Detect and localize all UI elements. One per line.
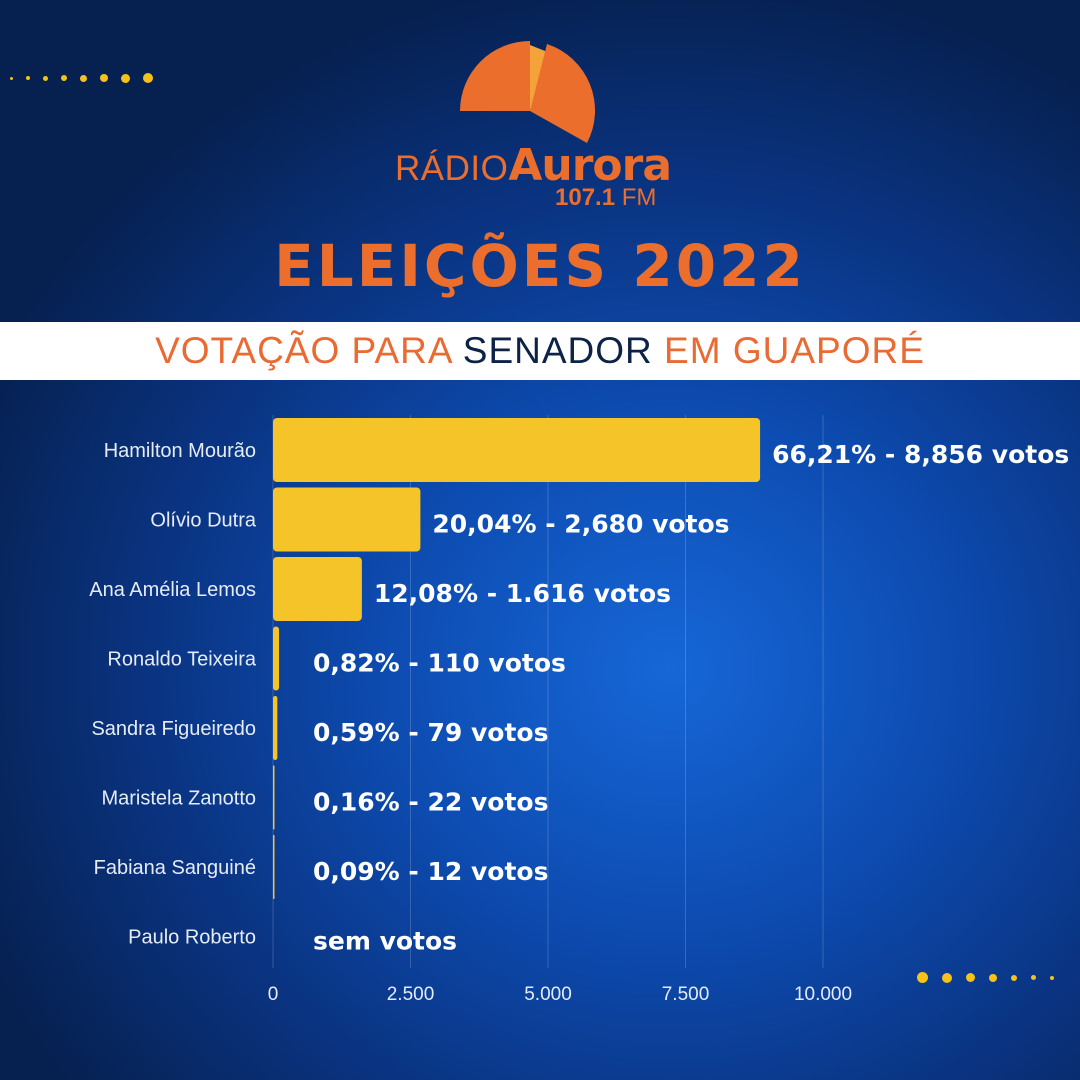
subtitle-part-3: EM GUAPORÉ <box>652 330 925 371</box>
bar <box>273 418 761 482</box>
frequency-number: 107.1 <box>555 184 616 211</box>
data-label: 66,21% - 8,856 votos <box>772 440 1069 469</box>
x-tick-label: 2.500 <box>387 984 435 1005</box>
decorative-dot <box>61 75 67 81</box>
category-label: Paulo Roberto <box>128 927 256 949</box>
decorative-dot <box>1011 974 1017 981</box>
x-tick-label: 10.000 <box>794 984 852 1005</box>
brand-logo: RÁDIOAurora 107.1 FM <box>395 36 675 216</box>
category-label: Maristela Zanotto <box>101 788 256 810</box>
bar <box>273 696 278 760</box>
decorative-dots-top <box>10 73 153 83</box>
subtitle-part-1: VOTAÇÃO PARA <box>155 330 463 371</box>
brand-name: RÁDIOAurora <box>395 140 672 191</box>
decorative-dot <box>1031 975 1036 980</box>
decorative-dot <box>966 973 975 982</box>
bar <box>273 626 280 691</box>
category-label: Fabiana Sanguiné <box>94 857 256 879</box>
category-label: Ana Amélia Lemos <box>89 579 256 601</box>
decorative-dot <box>989 973 997 982</box>
decorative-dot <box>917 972 928 983</box>
category-label: Ronaldo Teixeira <box>107 649 256 671</box>
bar <box>273 765 275 830</box>
x-tick-label: 0 <box>268 984 279 1005</box>
aurora-sun-icon <box>460 41 596 143</box>
bar <box>273 835 275 899</box>
decorative-dots-bottom <box>917 972 1054 983</box>
data-label: 20,04% - 2,680 votos <box>432 510 729 539</box>
data-label: sem votos <box>313 927 457 956</box>
brand-frequency: 107.1 FM <box>555 184 656 212</box>
page-title: ELEIÇÕES 2022 <box>274 232 806 300</box>
data-label: 0,59% - 79 votos <box>313 718 549 747</box>
x-tick-label: 5.000 <box>524 984 572 1005</box>
decorative-dot <box>43 75 48 81</box>
decorative-dot <box>100 74 108 82</box>
subtitle-banner: VOTAÇÃO PARA SENADOR EM GUAPORÉ <box>0 322 1080 380</box>
frequency-band: FM <box>621 184 657 211</box>
decorative-dot <box>121 73 130 83</box>
decorative-dot <box>80 74 87 82</box>
data-label: 12,08% - 1.616 votos <box>374 579 671 608</box>
subtitle-part-2: SENADOR <box>462 330 653 371</box>
category-label: Sandra Figueiredo <box>91 718 256 740</box>
decorative-dot <box>942 972 952 983</box>
bar <box>273 487 421 552</box>
brand-radio-text: RÁDIO <box>395 149 509 188</box>
decorative-dot <box>143 73 153 83</box>
category-label: Hamilton Mourão <box>104 440 256 462</box>
decorative-dot <box>26 76 30 80</box>
decorative-dot <box>10 76 13 80</box>
bar <box>273 557 362 621</box>
x-tick-label: 7.500 <box>662 984 710 1005</box>
category-label: Olívio Dutra <box>150 510 256 532</box>
data-label: 0,16% - 22 votos <box>313 788 549 817</box>
data-label: 0,82% - 110 votos <box>313 649 566 678</box>
data-label: 0,09% - 12 votos <box>313 857 549 886</box>
decorative-dot <box>1050 975 1054 980</box>
brand-aurora-text: Aurora <box>508 140 672 191</box>
